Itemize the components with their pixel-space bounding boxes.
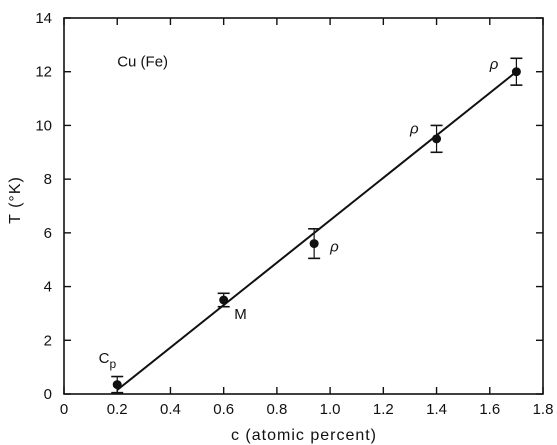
data-point <box>113 380 122 389</box>
y-tick-label: 0 <box>44 386 52 403</box>
x-tick-label: 1.4 <box>426 401 447 418</box>
annotations: Cu (Fe) Cp Mρ ρ ρ <box>99 53 499 371</box>
annotation-label: ρ <box>409 120 419 137</box>
annotation-label: M <box>234 306 247 323</box>
annotation-subscript: p <box>109 357 116 371</box>
y-axis-label: T (°K) <box>7 176 24 224</box>
fit-line <box>117 72 516 390</box>
x-tick-label: 0.4 <box>160 401 181 418</box>
x-tick-label: 0 <box>60 401 68 418</box>
data-points <box>111 58 522 392</box>
data-point <box>310 239 319 248</box>
annotation-label: Cu (Fe) <box>117 53 168 70</box>
y-tick-label: 14 <box>35 10 52 27</box>
x-axis-label: c (atomic percent) <box>231 427 377 444</box>
annotation-label: ρ <box>329 239 339 256</box>
x-tick-label: 1.0 <box>320 401 341 418</box>
x-tick-label: 1.2 <box>373 401 394 418</box>
x-tick-label: 0.6 <box>213 401 234 418</box>
x-tick-label: 0.2 <box>107 401 128 418</box>
plot-frame <box>64 18 543 394</box>
axes <box>64 18 543 394</box>
y-tick-label: 4 <box>44 279 52 296</box>
y-tick-label: 10 <box>35 117 52 134</box>
y-tick-label: 6 <box>44 225 52 242</box>
x-tick-label: 1.6 <box>479 401 500 418</box>
annotation-label: ρ <box>489 56 499 73</box>
annotation-label: Cp <box>99 350 117 371</box>
y-tick-label: 2 <box>44 332 52 349</box>
y-tick-label: 12 <box>35 64 52 81</box>
data-point <box>512 67 521 76</box>
data-point <box>219 296 228 305</box>
data-point <box>432 134 441 143</box>
fit-line-group <box>117 72 516 390</box>
y-tick-label: 8 <box>44 171 52 188</box>
x-tick-label: 1.8 <box>533 401 554 418</box>
x-tick-label: 0.8 <box>266 401 287 418</box>
